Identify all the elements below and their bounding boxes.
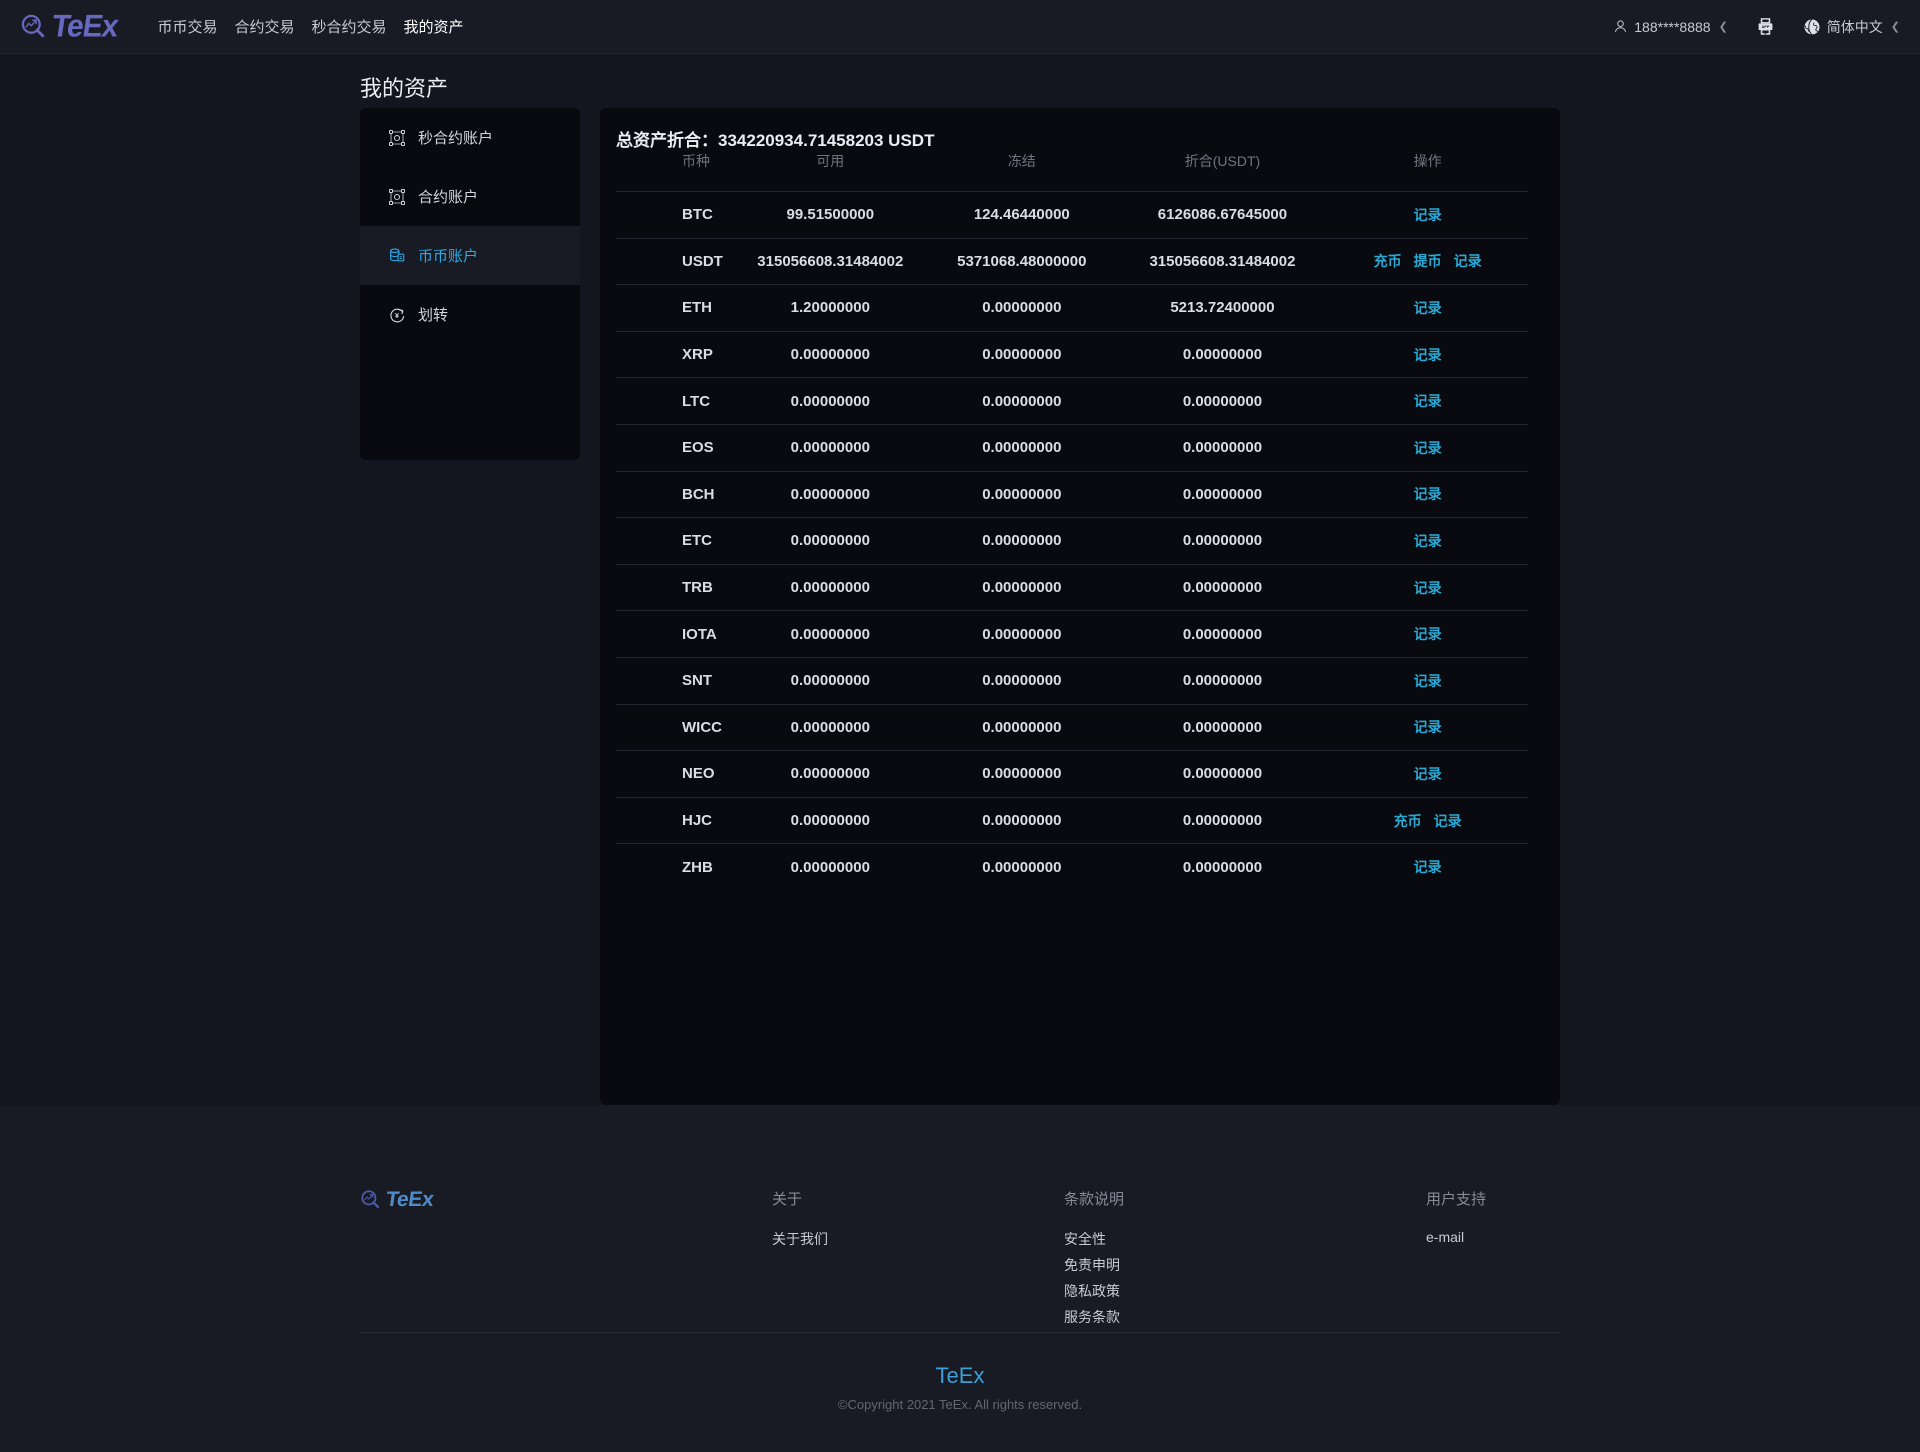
- svg-text:¥: ¥: [395, 312, 399, 320]
- svg-text:APP: APP: [1761, 24, 1769, 29]
